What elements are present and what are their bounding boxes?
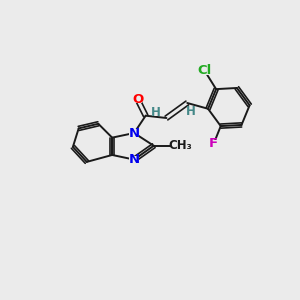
FancyBboxPatch shape <box>130 129 139 137</box>
Text: CH₃: CH₃ <box>168 139 192 152</box>
FancyBboxPatch shape <box>172 142 188 149</box>
Text: O: O <box>132 93 143 106</box>
Text: N: N <box>129 153 140 166</box>
Text: F: F <box>209 137 218 150</box>
FancyBboxPatch shape <box>198 67 211 75</box>
FancyBboxPatch shape <box>152 110 160 116</box>
FancyBboxPatch shape <box>134 96 142 103</box>
Text: Cl: Cl <box>197 64 212 77</box>
Text: H: H <box>151 106 161 119</box>
FancyBboxPatch shape <box>187 108 194 114</box>
Text: N: N <box>129 127 140 140</box>
FancyBboxPatch shape <box>210 140 218 147</box>
Text: H: H <box>186 105 196 118</box>
FancyBboxPatch shape <box>130 156 139 163</box>
